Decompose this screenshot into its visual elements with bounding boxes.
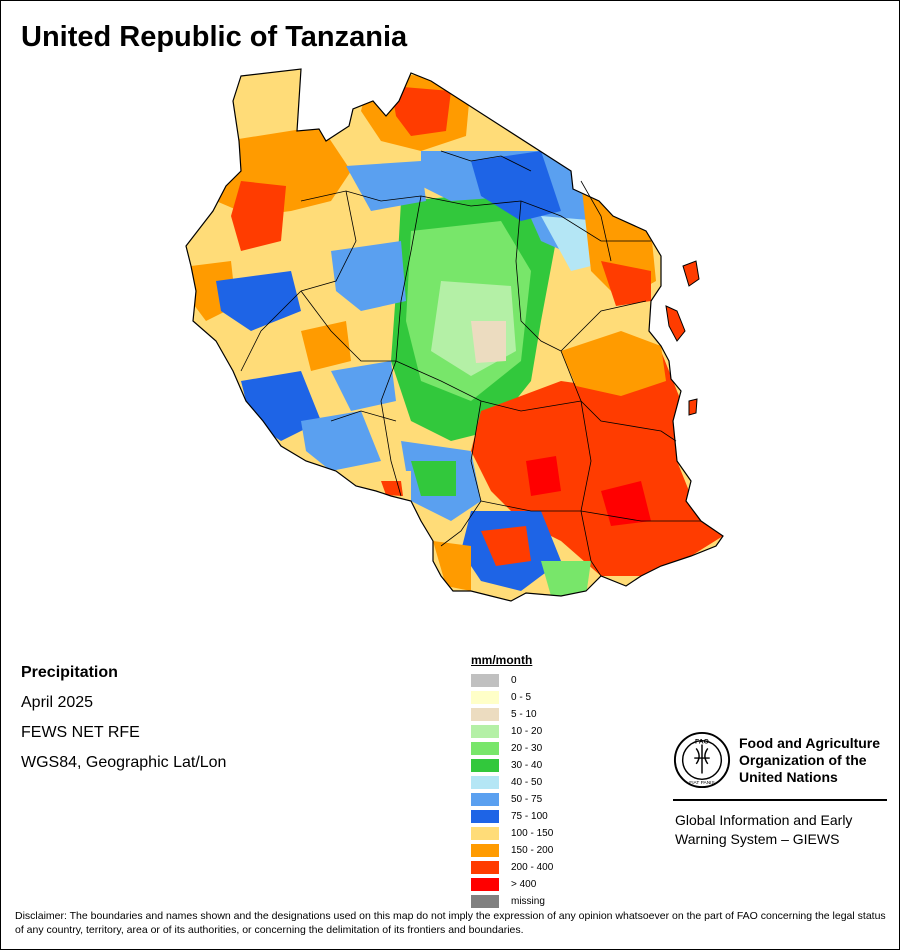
legend-swatch bbox=[471, 674, 499, 687]
legend-label: 40 - 50 bbox=[511, 777, 543, 788]
legend-item: > 400 bbox=[471, 876, 553, 893]
legend-item: 30 - 40 bbox=[471, 757, 553, 774]
legend: mm/month 0 0 - 5 5 - 10 10 - 20 20 - 30 30 - … bbox=[471, 653, 553, 910]
legend-label: 0 bbox=[511, 675, 517, 686]
giews-line1: Global Information and Early bbox=[675, 812, 853, 828]
legend-label: 100 - 150 bbox=[511, 828, 554, 839]
legend-label: 10 - 20 bbox=[511, 726, 543, 737]
legend-swatch bbox=[471, 878, 499, 891]
fao-name-line3: United Nations bbox=[739, 768, 838, 785]
legend-swatch bbox=[471, 759, 499, 772]
legend-item: 50 - 75 bbox=[471, 791, 553, 808]
period-label: April 2025 bbox=[21, 694, 94, 711]
legend-rows: 0 0 - 5 5 - 10 10 - 20 20 - 30 30 - 40 40 - 50… bbox=[471, 672, 553, 910]
legend-swatch bbox=[471, 776, 499, 789]
legend-swatch bbox=[471, 742, 499, 755]
fao-block: FAO FIAT PANIS Food and Agriculture Orga… bbox=[673, 731, 893, 849]
legend-label: 50 - 75 bbox=[511, 794, 543, 805]
fao-logo-ring-text: FIAT PANIS bbox=[689, 780, 715, 786]
legend-label: > 400 bbox=[511, 879, 537, 890]
region-boundaries bbox=[240, 150, 701, 577]
legend-label: 20 - 30 bbox=[511, 743, 543, 754]
legend-item: 40 - 50 bbox=[471, 774, 553, 791]
pemba-island bbox=[682, 260, 700, 287]
legend-item: 10 - 20 bbox=[471, 723, 553, 740]
legend-label: 150 - 200 bbox=[511, 845, 554, 856]
legend-swatch bbox=[471, 861, 499, 874]
fao-name-line1: Food and Agriculture bbox=[739, 734, 881, 751]
source-label: FEWS NET RFE bbox=[21, 724, 140, 741]
map-info-block: Precipitation April 2025 FEWS NET RFE WG… bbox=[21, 658, 226, 778]
legend-label: 5 - 10 bbox=[511, 709, 537, 720]
legend-swatch bbox=[471, 844, 499, 857]
legend-label: 200 - 400 bbox=[511, 862, 554, 873]
legend-item: 5 - 10 bbox=[471, 706, 553, 723]
precipitation-map bbox=[1, 61, 899, 621]
giews-label: Global Information and Early Warning Sys… bbox=[673, 811, 893, 849]
mafia-island bbox=[688, 398, 698, 416]
fao-name: Food and Agriculture Organization of the… bbox=[739, 735, 880, 786]
projection-label: WGS84, Geographic Lat/Lon bbox=[21, 754, 227, 771]
legend-swatch bbox=[471, 708, 499, 721]
legend-title: mm/month bbox=[471, 653, 533, 667]
legend-label: missing bbox=[511, 896, 545, 907]
legend-swatch bbox=[471, 725, 499, 738]
legend-item: missing bbox=[471, 893, 553, 910]
legend-item: 200 - 400 bbox=[471, 859, 553, 876]
variable-heading: Precipitation bbox=[21, 664, 118, 681]
legend-item: 0 bbox=[471, 672, 553, 689]
disclaimer: Disclaimer: The boundaries and names sho… bbox=[15, 910, 886, 936]
map-title: United Republic of Tanzania bbox=[21, 21, 408, 53]
legend-swatch bbox=[471, 810, 499, 823]
legend-swatch bbox=[471, 793, 499, 806]
legend-label: 30 - 40 bbox=[511, 760, 543, 771]
fao-logo-icon: FAO FIAT PANIS bbox=[673, 731, 731, 789]
legend-label: 75 - 100 bbox=[511, 811, 548, 822]
legend-item: 150 - 200 bbox=[471, 842, 553, 859]
legend-item: 0 - 5 bbox=[471, 689, 553, 706]
legend-item: 75 - 100 bbox=[471, 808, 553, 825]
precipitation-raster bbox=[186, 69, 723, 601]
fao-divider bbox=[673, 799, 887, 801]
fao-name-line2: Organization of the bbox=[739, 751, 867, 768]
legend-swatch bbox=[471, 827, 499, 840]
giews-line2: Warning System – GIEWS bbox=[675, 831, 840, 847]
zanzibar-island bbox=[665, 305, 686, 342]
fao-logo-text: FAO bbox=[695, 739, 709, 746]
legend-item: 100 - 150 bbox=[471, 825, 553, 842]
legend-label: 0 - 5 bbox=[511, 692, 532, 703]
legend-item: 20 - 30 bbox=[471, 740, 553, 757]
country-outline bbox=[185, 68, 724, 602]
legend-swatch bbox=[471, 691, 499, 704]
legend-swatch bbox=[471, 895, 499, 908]
